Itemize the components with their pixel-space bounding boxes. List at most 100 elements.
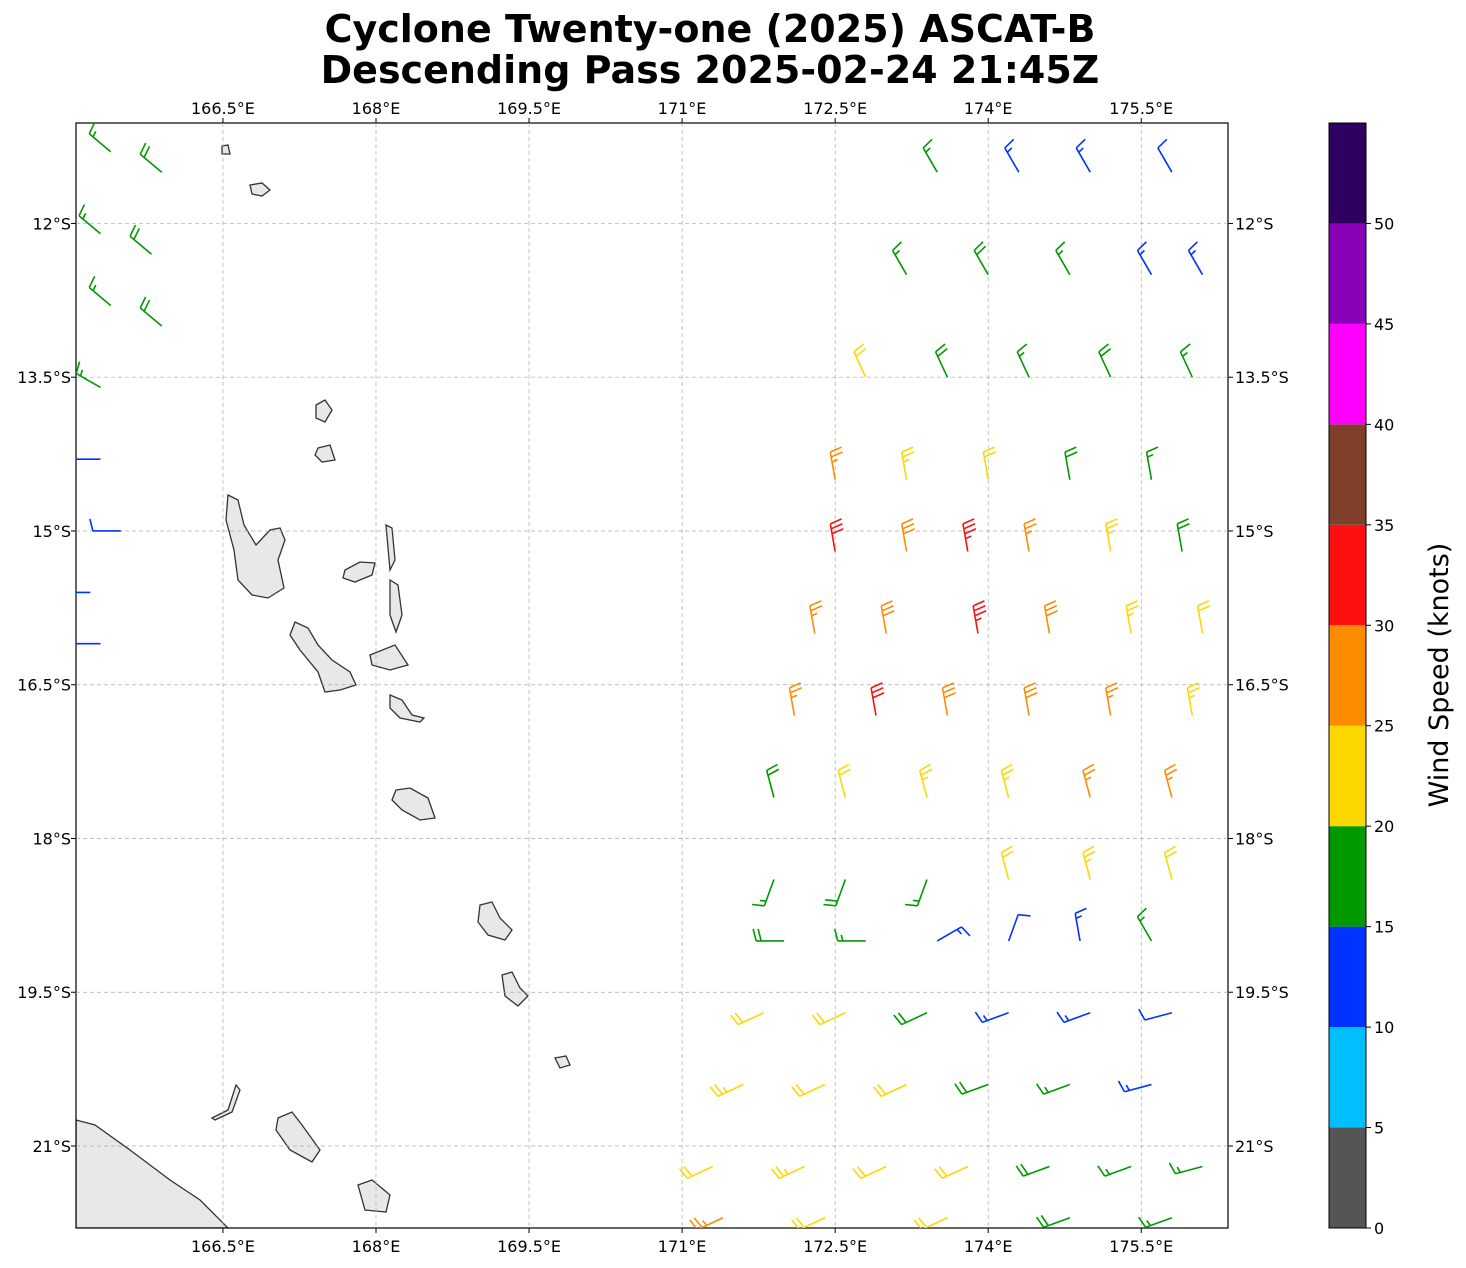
wind-barb (1137, 1216, 1173, 1228)
wind-barb (852, 1165, 887, 1180)
wind-barb (770, 1165, 805, 1180)
colorbar-tick-label: 5 (1374, 1119, 1384, 1138)
wind-barb (837, 763, 851, 798)
wind-barb (900, 518, 916, 552)
land (76, 144, 571, 1228)
colorbar-frame (1328, 122, 1367, 1229)
wind-barb (972, 600, 987, 634)
x-tick-label: 171°E (658, 99, 707, 118)
wind-barb (922, 138, 938, 173)
wind-barb (88, 123, 112, 153)
wind-barb (1016, 343, 1030, 378)
wind-barb (788, 682, 802, 716)
wind-barb (1163, 845, 1178, 880)
wind-barb (709, 1083, 744, 1098)
x-tick-label: 169.5°E (497, 1237, 561, 1256)
wind-barb (809, 600, 823, 634)
colorbar-tick-label: 0 (1374, 1219, 1384, 1238)
wind-barb (1196, 600, 1211, 634)
wind-barb (973, 241, 989, 276)
wind-barb (1098, 343, 1112, 378)
wind-barb (1000, 763, 1014, 798)
y-tick-label: 13.5°S (17, 368, 71, 387)
wind-barb (1023, 682, 1038, 716)
wind-barb (1187, 241, 1204, 276)
colorbar-tick-label: 50 (1374, 214, 1394, 233)
colorbar-segment (1329, 625, 1366, 726)
wind-barb (1125, 600, 1139, 634)
wind-barb (913, 1217, 948, 1228)
wind-barb (1082, 845, 1096, 880)
wind-barb (1056, 1011, 1091, 1024)
wind-barb (880, 600, 895, 634)
y-tick-label: 18°S (1235, 829, 1274, 848)
x-tick-label: 172.5°E (803, 99, 867, 118)
wind-barb (1082, 763, 1096, 798)
wind-barb (811, 1012, 846, 1026)
wind-barb (829, 446, 843, 480)
colorbar-segment (1329, 524, 1366, 626)
colorbar-segment (1329, 123, 1366, 224)
barbs (76, 123, 1211, 1228)
colorbar-segment (1329, 323, 1366, 425)
colorbar-label: Wind Speed (knots) (1424, 543, 1455, 808)
wind-barb (833, 928, 866, 942)
wind-barb (139, 142, 163, 173)
wind-barb (76, 642, 101, 645)
wind-barb (934, 1165, 969, 1180)
colorbar-segment (1329, 926, 1366, 1028)
wind-barb (1163, 763, 1178, 798)
x-tick-label: 175.5°E (1109, 99, 1173, 118)
wind-barb (870, 682, 885, 716)
wind-barb (1176, 518, 1190, 552)
wind-barb (729, 1012, 765, 1026)
wind-barb (752, 928, 785, 942)
wind-barb (872, 1083, 907, 1098)
wind-barb (1117, 1080, 1152, 1093)
x-tick-label: 171°E (658, 1237, 707, 1256)
wind-barb (129, 224, 153, 255)
colorbar-segment (1329, 424, 1366, 525)
wind-barb (941, 682, 956, 716)
y-tick-label: 19.5°S (17, 983, 71, 1002)
wind-barb (905, 879, 928, 907)
wind-barb (139, 296, 163, 327)
wind-barb (1157, 138, 1173, 173)
colorbar-segment (1329, 223, 1366, 324)
wind-barb (1064, 446, 1078, 480)
colorbar-tick-label: 40 (1374, 415, 1394, 434)
colorbar-tick-label: 30 (1374, 616, 1394, 635)
wind-barb (1000, 845, 1014, 880)
wind-barb (1035, 1214, 1071, 1228)
wind-barb (1186, 682, 1200, 716)
wind-barb (1168, 1162, 1203, 1175)
colorbar-tick-label: 20 (1374, 817, 1394, 836)
wind-barb (1138, 1008, 1173, 1021)
colorbar-tick-label: 45 (1374, 315, 1394, 334)
wind-barb (1105, 518, 1119, 552)
wind-barb (1007, 913, 1031, 942)
wind-barb (1145, 446, 1159, 480)
wind-barb (934, 343, 949, 378)
wind-barb (1075, 138, 1091, 173)
y-tick-label: 12°S (1235, 214, 1274, 233)
wind-barb (1074, 907, 1087, 942)
wind-barb (791, 1217, 826, 1228)
wind-barb (823, 879, 847, 907)
x-tick-label: 166.5°E (191, 1237, 255, 1256)
wind-barb (78, 204, 102, 235)
x-tick-label: 168°E (352, 1237, 401, 1256)
map-frame (75, 122, 1229, 1229)
colorbar-tick-label: 35 (1374, 516, 1394, 535)
title: Cyclone Twenty-one (2025) ASCAT-B (325, 7, 1096, 51)
wind-barb (76, 361, 101, 389)
y-tick-label: 21°S (1235, 1137, 1274, 1156)
x-tick-label: 174°E (964, 1237, 1013, 1256)
colorbar-tick-label: 10 (1374, 1018, 1394, 1037)
x-tick-label: 172.5°E (803, 1237, 867, 1256)
x-tick-label: 174°E (964, 99, 1013, 118)
wind-barb (918, 763, 933, 798)
y-tick-label: 16.5°S (1235, 676, 1289, 695)
wind-barb (893, 1012, 928, 1026)
